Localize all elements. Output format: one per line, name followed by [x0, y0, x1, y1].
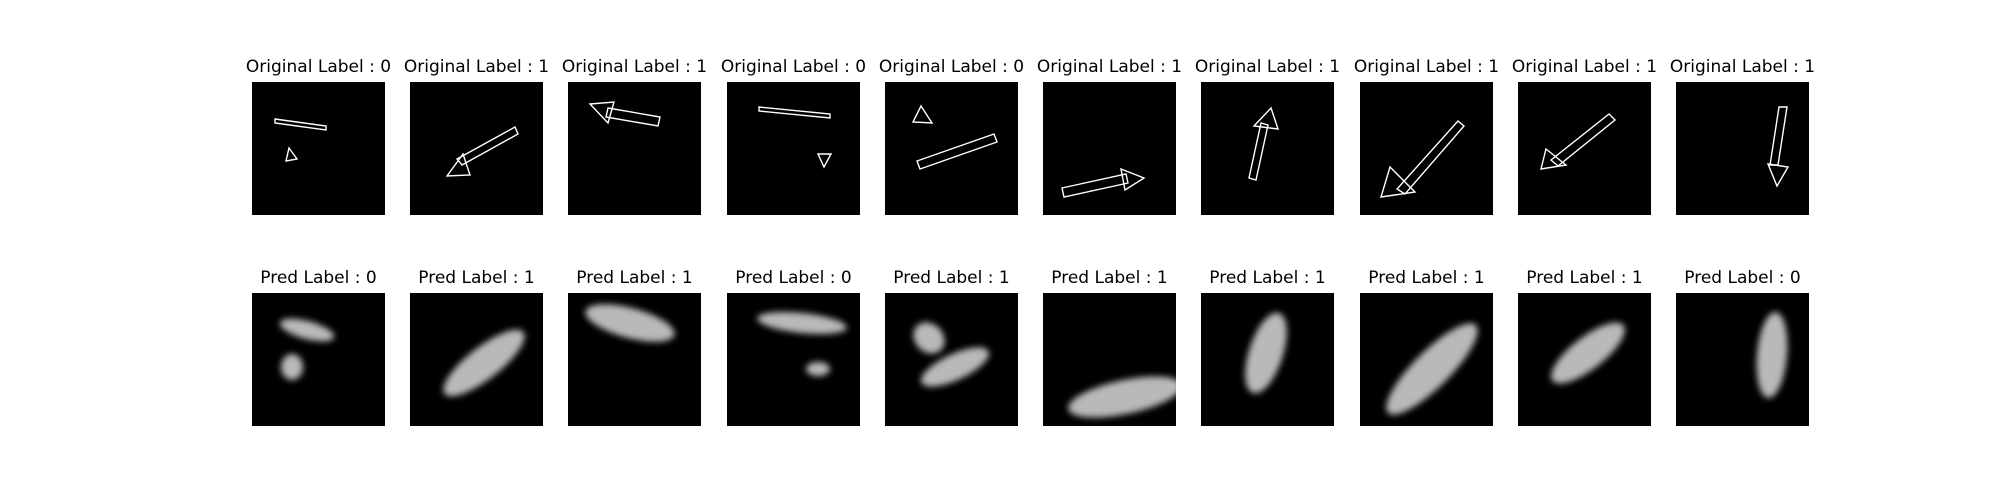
original-image-panel-5: [885, 82, 1018, 215]
arrowhead-outline: [1120, 167, 1146, 192]
original-label-title-9: Original Label : 1: [1511, 57, 1658, 77]
blurry-shape-drawing: [1245, 312, 1287, 394]
blurry-blob: [806, 362, 830, 376]
blurry-shape-drawing: [1756, 312, 1788, 398]
pred-label-title-3: Pred Label : 1: [576, 268, 693, 288]
original-label-title-1: Original Label : 0: [245, 57, 392, 77]
outline-shape-drawing: [588, 101, 661, 127]
arrowhead-outline: [816, 153, 833, 169]
bar-outline: [911, 104, 934, 124]
arrowhead-outline: [916, 133, 998, 170]
bar-outline: [1248, 122, 1269, 181]
arrowhead-outline: [588, 101, 615, 125]
arrowhead-outline: [1380, 165, 1417, 198]
blurry-blob: [921, 347, 989, 387]
bar-outline: [274, 118, 327, 131]
outline-shape-drawing: [445, 126, 519, 177]
original-image-panel-4: [727, 82, 860, 215]
blurry-blob: [279, 318, 335, 342]
original-label-title-10: Original Label : 1: [1669, 57, 1816, 77]
original-image-panel-10: [1676, 82, 1809, 215]
original-image-panel-3: [568, 82, 701, 215]
pred-label-title-1: Pred Label : 0: [260, 268, 377, 288]
outline-shape-drawing: [274, 118, 327, 162]
original-image-panel-2: [410, 82, 543, 215]
pred-label-title-4: Pred Label : 0: [735, 268, 852, 288]
blurry-blob: [443, 329, 525, 397]
blurry-shape-drawing: [585, 304, 675, 342]
reconstruction-image-panel-9: [1518, 293, 1651, 426]
reconstruction-image-panel-3: [568, 293, 701, 426]
pred-label-title-10: Pred Label : 0: [1684, 268, 1801, 288]
pred-label-title-9: Pred Label : 1: [1526, 268, 1643, 288]
bar-outline: [1549, 113, 1617, 167]
outline-shape-drawing: [1380, 120, 1465, 198]
blurry-shape-drawing: [1386, 323, 1478, 415]
original-label-title-2: Original Label : 1: [403, 57, 550, 77]
blurry-blob: [913, 322, 945, 354]
blurry-blob: [1756, 312, 1788, 398]
outline-shape-drawing: [1766, 106, 1790, 188]
pred-label-title-7: Pred Label : 1: [1209, 268, 1326, 288]
bar-outline: [1395, 120, 1465, 195]
pred-label-title-6: Pred Label : 1: [1051, 268, 1168, 288]
reconstruction-image-panel-1: [252, 293, 385, 426]
bar-outline: [1061, 173, 1129, 198]
original-image-panel-8: [1360, 82, 1493, 215]
bar-outline: [605, 107, 661, 127]
original-label-title-4: Original Label : 0: [720, 57, 867, 77]
blurry-blob: [1551, 322, 1625, 384]
pred-label-title-5: Pred Label : 1: [893, 268, 1010, 288]
blurry-shape-drawing: [913, 322, 989, 387]
blurry-shape-drawing: [1551, 322, 1625, 384]
original-label-title-3: Original Label : 1: [561, 57, 708, 77]
reconstruction-image-panel-10: [1676, 293, 1809, 426]
pred-label-title-8: Pred Label : 1: [1368, 268, 1485, 288]
arrowhead-outline: [1540, 147, 1568, 170]
blurry-blob: [1245, 312, 1287, 394]
reconstruction-image-panel-5: [885, 293, 1018, 426]
outline-shape-drawing: [1248, 106, 1280, 181]
blurry-blob: [1068, 376, 1176, 418]
blurry-blob: [585, 304, 675, 342]
blurry-blob: [1386, 323, 1478, 415]
blurry-shape-drawing: [1068, 376, 1176, 418]
original-image-panel-9: [1518, 82, 1651, 215]
bar-outline: [455, 126, 519, 166]
outline-shape-drawing: [1540, 113, 1617, 170]
blurry-blob: [757, 311, 847, 335]
bar-outline: [1769, 106, 1788, 166]
outline-shape-drawing: [1061, 167, 1146, 198]
original-image-panel-7: [1201, 82, 1334, 215]
reconstruction-image-panel-2: [410, 293, 543, 426]
outline-shape-drawing: [911, 104, 998, 170]
bar-outline: [758, 106, 831, 119]
arrowhead-outline: [1766, 163, 1790, 188]
original-image-panel-1: [252, 82, 385, 215]
pred-label-title-2: Pred Label : 1: [418, 268, 535, 288]
original-label-title-7: Original Label : 1: [1194, 57, 1341, 77]
arrowhead-outline: [445, 152, 471, 177]
blurry-shape-drawing: [757, 311, 847, 376]
original-image-panel-6: [1043, 82, 1176, 215]
arrowhead-outline: [285, 146, 299, 162]
original-label-title-6: Original Label : 1: [1036, 57, 1183, 77]
outline-shape-drawing: [758, 106, 833, 169]
blurry-shape-drawing: [279, 318, 335, 380]
reconstruction-image-panel-7: [1201, 293, 1334, 426]
arrowhead-outline: [1252, 106, 1280, 130]
original-label-title-5: Original Label : 0: [878, 57, 1025, 77]
reconstruction-image-panel-8: [1360, 293, 1493, 426]
blurry-blob: [281, 354, 303, 380]
blurry-shape-drawing: [443, 329, 525, 397]
reconstruction-image-panel-6: [1043, 293, 1176, 426]
reconstruction-image-panel-4: [727, 293, 860, 426]
original-label-title-8: Original Label : 1: [1353, 57, 1500, 77]
